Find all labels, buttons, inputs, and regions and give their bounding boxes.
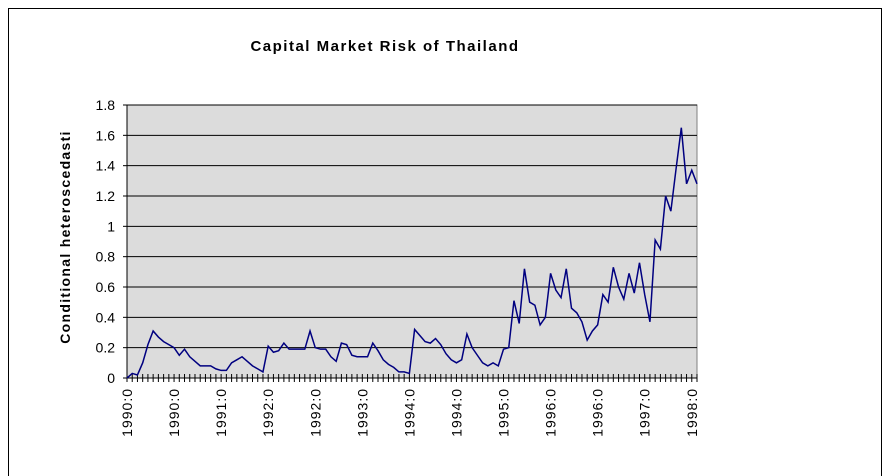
y-tick-label: 0 xyxy=(107,370,115,386)
x-tick-label: 1990:0 xyxy=(166,388,182,437)
x-tick-label: 1996:0 xyxy=(543,388,559,437)
y-tick-label: 0.6 xyxy=(96,279,116,295)
chart-title: Capital Market Risk of Thailand xyxy=(250,38,519,55)
y-tick-label: 1 xyxy=(107,218,115,234)
x-tick-label: 1991:0 xyxy=(213,388,229,437)
chart-frame xyxy=(8,8,882,476)
plot-area xyxy=(126,104,698,379)
x-tick-label: 1994:0 xyxy=(401,388,417,437)
y-axis-title: Conditional heteroscedasti xyxy=(57,130,73,344)
y-tick-label: 1.4 xyxy=(96,158,116,174)
x-tick-label: 1995:0 xyxy=(496,388,512,437)
y-tick-label: 1.2 xyxy=(96,188,116,204)
x-tick-label: 1994:0 xyxy=(448,388,464,437)
x-tick-label: 1997:0 xyxy=(637,388,653,437)
y-tick-label: 1.8 xyxy=(96,97,116,113)
x-tick-label: 1992:0 xyxy=(307,388,323,437)
y-tick-label: 0.4 xyxy=(96,309,116,325)
x-tick-label: 1993:0 xyxy=(354,388,370,437)
x-tick-label: 1990:0 xyxy=(119,388,135,437)
line-series xyxy=(126,127,698,379)
x-tick-label: 1996:0 xyxy=(590,388,606,437)
y-tick-label: 1.6 xyxy=(96,127,116,143)
x-tick-label: 1992:0 xyxy=(260,388,276,437)
x-tick-label: 1998:0 xyxy=(684,388,700,437)
y-tick-label: 0.8 xyxy=(96,249,116,265)
y-tick-label: 0.2 xyxy=(96,340,116,356)
